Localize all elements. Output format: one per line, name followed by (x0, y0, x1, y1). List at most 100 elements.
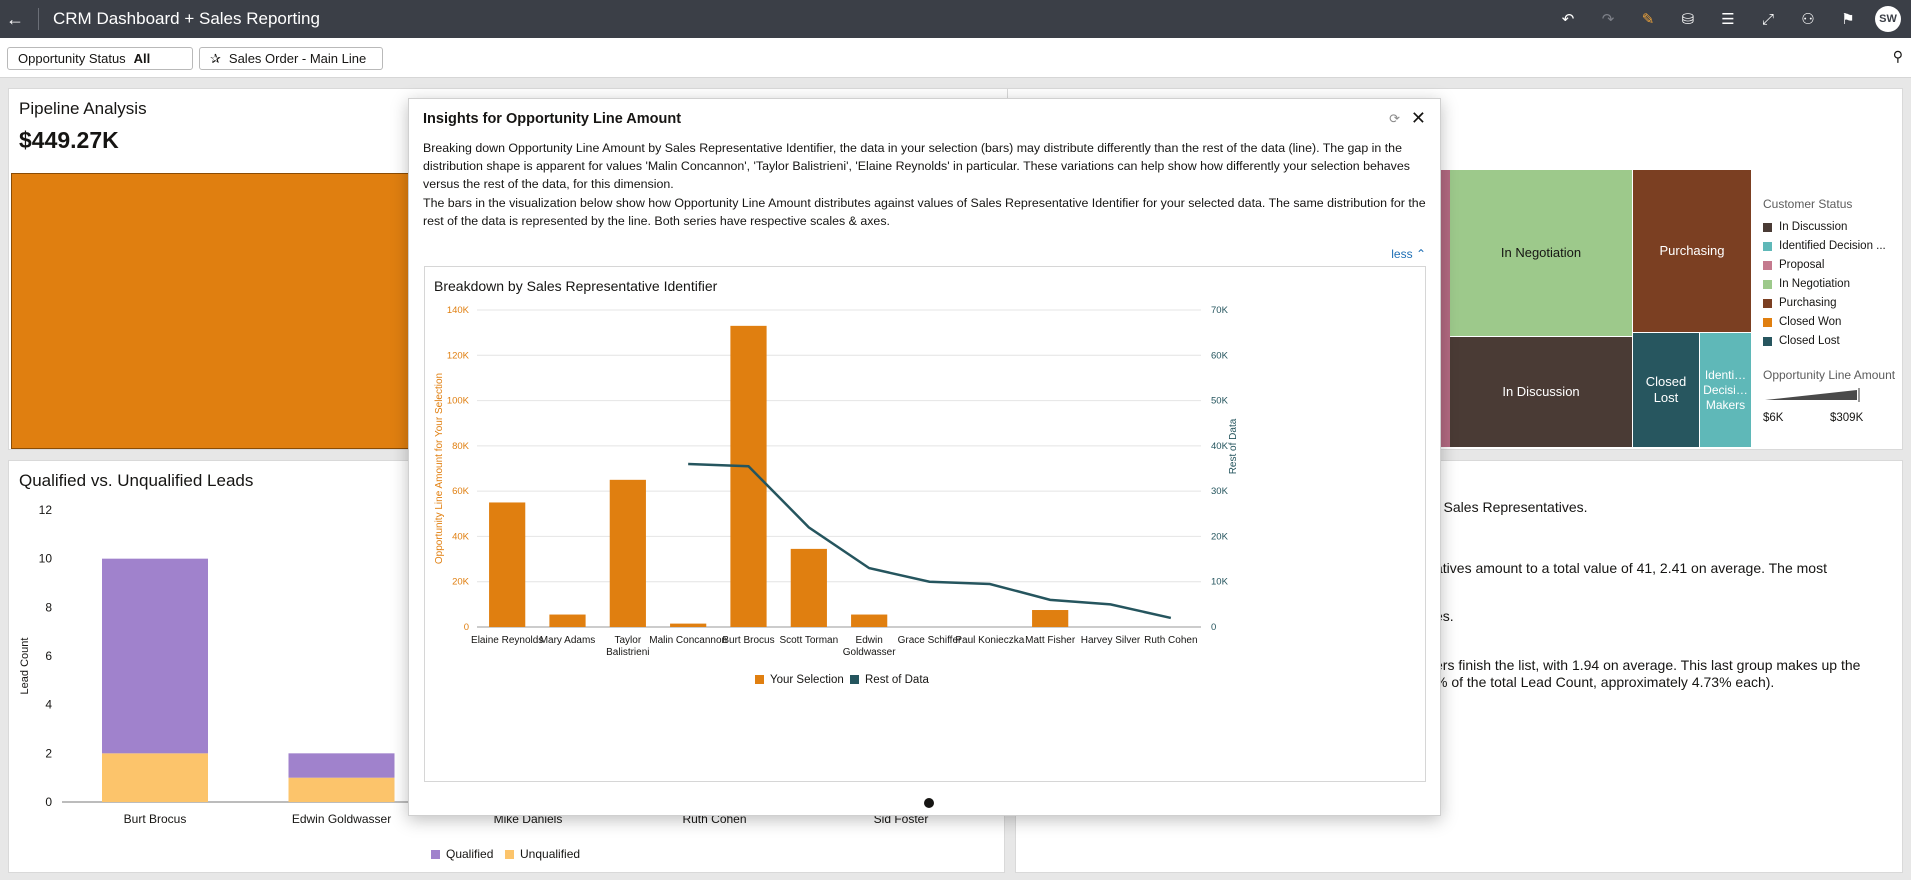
legend-swatch (1763, 279, 1772, 289)
pipeline-bar[interactable] (11, 173, 421, 449)
legend-swatch (1763, 222, 1772, 232)
share-icon[interactable]: ⚇ (1801, 11, 1815, 28)
x-tick-label: Matt Fisher (1025, 635, 1076, 646)
divider (38, 8, 39, 30)
close-icon[interactable]: ✕ (1410, 108, 1426, 128)
treemap-tile-identified-decision-makers[interactable]: Identi… Decisi… Makers (1700, 333, 1751, 447)
legend-item-unqualified[interactable]: Unqualified (505, 847, 580, 861)
legend-label: Closed Won (1779, 316, 1842, 328)
y-tick-label: 100K (447, 396, 470, 407)
treemap-tile-proposal[interactable] (1441, 170, 1450, 447)
treemap-tile-purchasing[interactable]: Purchasing (1633, 170, 1751, 332)
legend-swatch (505, 849, 514, 859)
treemap-tile-in-discussion[interactable]: In Discussion (1450, 337, 1632, 447)
size-legend-min: $6K (1763, 412, 1784, 424)
app-title: CRM Dashboard + Sales Reporting (53, 9, 320, 28)
y-tick-label: 4 (45, 698, 52, 712)
breakdown-chart: 0 0 20K 10K 40K 20K 60K 30K 80K 40K 100K 50K 120K 60K… (434, 305, 1239, 686)
present-icon[interactable]: ⤢ (1761, 10, 1774, 28)
y2-tick-label: 0 (1211, 622, 1216, 633)
legend-item-qualified[interactable]: Qualified (431, 847, 493, 861)
card-title: Qualified vs. Unqualified Leads (19, 471, 254, 490)
y-tick-label: 120K (447, 350, 470, 361)
treemap-tile-closed-lost[interactable]: Closed Lost (1633, 333, 1699, 447)
insight-paragraph: Breaking down Opportunity Line Amount by… (423, 141, 1410, 192)
pin-icon: ✰ (210, 50, 221, 66)
refresh-icon[interactable]: ⟳ (1389, 111, 1400, 126)
y-tick-label: 40K (452, 531, 470, 542)
y-tick-label: 80K (452, 441, 470, 452)
legend-item-closed-won[interactable]: Closed Won (1763, 316, 1841, 328)
bar-your-selection (609, 479, 646, 627)
opportunity-status-filter[interactable]: Opportunity Status All (7, 47, 193, 70)
treemap-tile-in-negotiation[interactable]: In Negotiation (1450, 170, 1632, 336)
bar-your-selection (790, 548, 827, 627)
redo-icon[interactable]: ↷ (1601, 11, 1615, 28)
legend-swatch (1763, 317, 1772, 327)
avatar[interactable]: SW (1875, 6, 1901, 32)
pagination-dot[interactable] (924, 798, 934, 808)
size-legend-max: $309K (1830, 412, 1864, 424)
legend-item-proposal[interactable]: Proposal (1763, 259, 1824, 271)
y-tick-label: 0 (45, 795, 52, 809)
legend-label: Identified Decision ... (1779, 240, 1886, 252)
x-tick-label: Harvey Silver (1081, 635, 1141, 646)
size-legend-title: Opportunity Line Amount (1763, 368, 1896, 382)
legend-item-in-negotiation[interactable]: In Negotiation (1763, 278, 1850, 290)
x-tick-label: Taylor Balistrieni (606, 635, 649, 658)
bar-your-selection (670, 623, 707, 627)
pipeline-total: $449.27K (19, 127, 119, 153)
legend-item-identified-decision-makers[interactable]: Identified Decision ... (1763, 240, 1886, 252)
bar-your-selection (730, 325, 767, 627)
x-tick-label: Edwin Goldwasser (292, 812, 391, 826)
y-axis-title: Lead Count (19, 638, 31, 695)
legend-item-purchasing[interactable]: Purchasing (1763, 297, 1837, 309)
card-title: Pipeline Analysis (19, 99, 147, 118)
back-arrow-icon[interactable]: ← (6, 8, 24, 29)
y-axis-title: Opportunity Line Amount for Your Selecti… (434, 373, 445, 564)
filter-value: All (133, 51, 151, 66)
bookmark-icon[interactable]: ⚑ (1841, 11, 1855, 28)
legend-item-in-discussion[interactable]: In Discussion (1763, 221, 1847, 233)
x-tick-label: Grace Schiffer (898, 635, 962, 646)
x-tick-label: Scott Torman (779, 635, 838, 646)
insights-dialog: Insights for Opportunity Line Amount ⟳ ✕… (408, 98, 1441, 816)
less-link[interactable]: less ⌃ (1391, 247, 1426, 261)
y-tick-label: 6 (45, 649, 52, 663)
x-tick-label: Ruth Cohen (1144, 635, 1197, 646)
bar-qualified (102, 558, 208, 754)
insight-chart-frame: 0 0 20K 10K 40K 20K 60K 30K 80K 40K 100K 50K 120K 60K… (424, 266, 1426, 782)
y-tick-label: 60K (452, 486, 470, 497)
legend-label: Unqualified (520, 847, 581, 861)
legend-label: In Negotiation (1779, 278, 1850, 290)
legend-label: Proposal (1779, 259, 1825, 271)
filter-icon[interactable]: ⚲ (1892, 48, 1903, 64)
insight-paragraph: The bars in the visualization below show… (423, 195, 1426, 228)
x-tick-label: Elaine Reynolds (471, 635, 543, 646)
sales-order-filter[interactable]: ✰ Sales Order - Main Line (199, 47, 383, 70)
y2-tick-label: 30K (1211, 486, 1229, 497)
y-tick-label: 0 (464, 622, 469, 633)
insight-description: Breaking down Opportunity Line Amount by… (423, 139, 1428, 230)
undo-icon[interactable]: ↶ (1561, 11, 1575, 28)
legend-label-rest-of-data: Rest of Data (865, 674, 930, 686)
legend-swatch-your-selection (755, 675, 764, 684)
y2-tick-label: 60K (1211, 350, 1229, 361)
bar-your-selection (489, 502, 526, 627)
y2-axis-title: Rest of Data (1228, 418, 1239, 474)
y-tick-label: 2 (45, 746, 52, 760)
filter-bar: Opportunity Status All ✰ Sales Order - M… (0, 38, 1911, 78)
narrative-line: atives amount to a total value of 41, 2.… (1435, 560, 1827, 576)
filter-label: Opportunity Status (18, 51, 126, 66)
x-tick-label: Burt Brocus (124, 812, 187, 826)
line-rest-of-data (688, 462, 1172, 620)
data-icon[interactable]: ⛁ (1681, 11, 1695, 28)
x-tick-label: Edwin Goldwasser (843, 635, 896, 658)
comment-icon[interactable]: ☰ (1721, 11, 1735, 28)
bar-your-selection (549, 614, 586, 627)
edit-icon[interactable]: ✎ (1641, 11, 1655, 28)
y2-tick-label: 20K (1211, 531, 1229, 542)
legend-label: Qualified (446, 847, 494, 861)
dialog-title: Insights for Opportunity Line Amount (423, 111, 682, 127)
legend-item-closed-lost[interactable]: Closed Lost (1763, 335, 1840, 347)
